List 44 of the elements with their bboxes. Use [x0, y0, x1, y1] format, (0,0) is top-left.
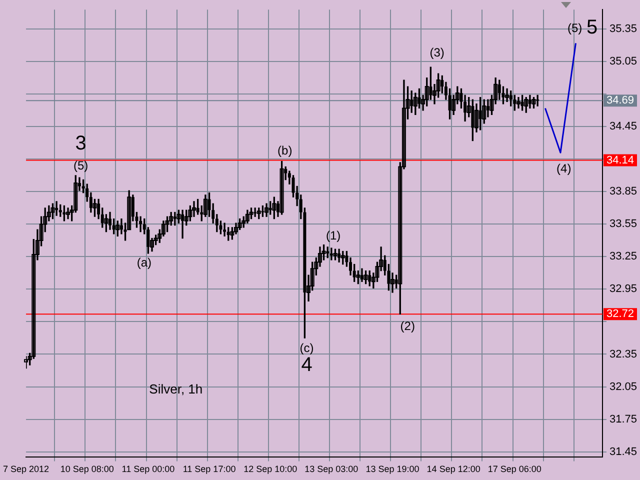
x-tick-label: 10 Sep 08:00: [60, 464, 114, 474]
x-tick-label: 12 Sep 10:00: [244, 464, 298, 474]
candlestick: [139, 216, 142, 232]
annotation: (b): [278, 143, 292, 158]
y-tick-label: 35.05: [609, 56, 638, 68]
text: Silver, 1h: [149, 382, 203, 397]
annotation: (1): [326, 228, 341, 242]
candlestick: [505, 88, 510, 102]
candlestick: [66, 208, 70, 220]
candlestick: [254, 208, 257, 217]
y-tick-label: 33.55: [609, 218, 638, 230]
candlestick: [516, 97, 520, 109]
y-tick-label: 31.75: [609, 413, 638, 426]
candlestick: [330, 248, 333, 260]
y-tick-label: 32.95: [609, 283, 638, 296]
y-tick-label: 34.45: [609, 120, 638, 133]
y-tick-label: 35.35: [609, 23, 638, 36]
x-tick-label: 13 Sep 19:00: [366, 464, 420, 474]
x-tick-label: 11 Sep 00:00: [122, 464, 175, 474]
annotation: 3: [75, 132, 86, 154]
annotation: (a): [136, 256, 152, 270]
annotation: (c): [300, 341, 314, 356]
annotation: (5): [567, 21, 582, 36]
candlestick: [536, 94, 540, 106]
y-tick-label: 32.35: [609, 348, 638, 360]
y-tick-label: 33.85: [609, 186, 638, 198]
annotation: (5): [73, 158, 88, 173]
annotation: (4): [556, 162, 572, 176]
y-tick-label: 33.25: [609, 250, 638, 263]
x-tick-label: 7 Sep 2012: [2, 464, 50, 474]
annotation: (2): [400, 318, 415, 333]
ref-line-label: 34.69: [606, 94, 634, 107]
x-tick-label: 17 Sep 06:00: [488, 464, 542, 474]
y-tick-label: 31.45: [609, 446, 638, 458]
y-tick-label: 32.05: [609, 380, 638, 393]
annotation: 5: [586, 16, 598, 38]
x-tick-label: 13 Sep 03:00: [304, 464, 358, 474]
x-tick-label: 11 Sep 17:00: [182, 464, 236, 474]
x-tick-label: 14 Sep 12:00: [426, 464, 480, 474]
annotation: 4: [301, 354, 312, 376]
annotation: (3): [430, 45, 444, 60]
candlestick: [264, 203, 269, 217]
ref-line-label: 32.72: [606, 308, 634, 320]
ref-line-label: 34.14: [606, 154, 634, 166]
